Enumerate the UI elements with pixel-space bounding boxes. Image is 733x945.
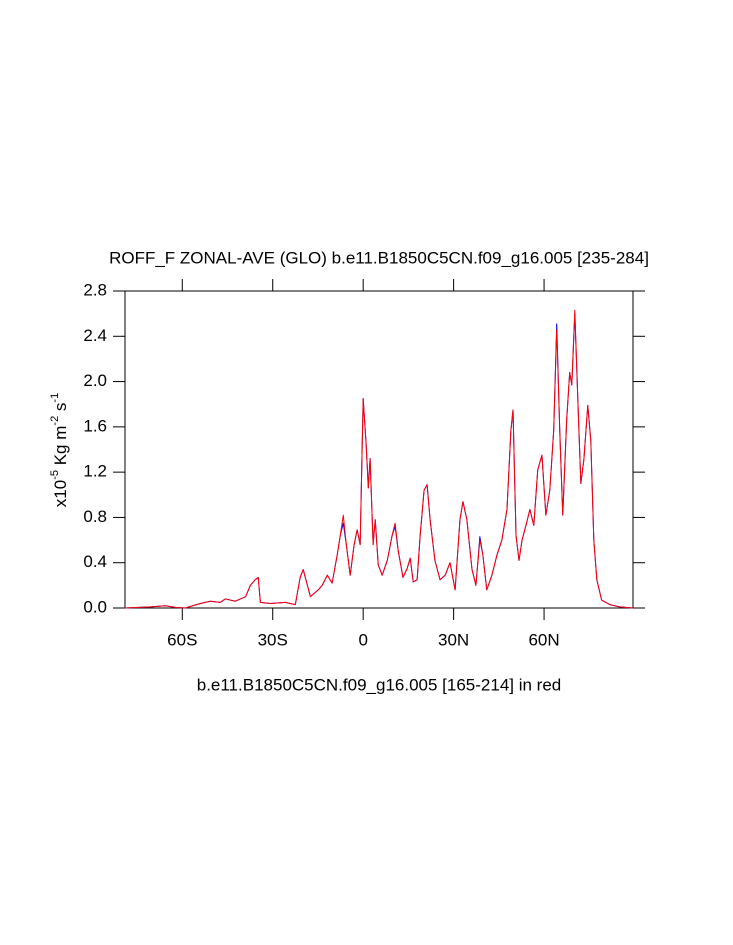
chart-note: b.e11.B1850C5CN.f09_g16.005 [165-214] in… xyxy=(197,675,562,694)
series-line xyxy=(124,309,634,609)
y-label-part: Kg m xyxy=(51,426,70,470)
series-line xyxy=(124,313,634,609)
y-tick-label: 0.4 xyxy=(83,552,107,571)
x-tick-label: 30S xyxy=(258,630,288,649)
plot-frame xyxy=(124,290,634,609)
y-label-sup: -1 xyxy=(49,393,61,403)
x-tick-label: 60N xyxy=(528,630,559,649)
y-label-part: x10 xyxy=(51,480,70,507)
x-tick-label: 0 xyxy=(358,630,367,649)
y-tick-label: 1.6 xyxy=(83,416,107,435)
y-label-sup: -2 xyxy=(49,416,61,426)
y-tick-label: 0.0 xyxy=(83,597,107,616)
x-tick-label: 60S xyxy=(167,630,197,649)
y-tick-label: 2.0 xyxy=(83,371,107,390)
y-tick-label: 2.8 xyxy=(83,280,107,299)
y-label-part: s xyxy=(51,403,70,416)
x-tick-label: 30N xyxy=(438,630,469,649)
y-tick-label: 0.8 xyxy=(83,507,107,526)
y-axis-label: x10-5 Kg m-2 s-1 xyxy=(49,393,71,507)
y-tick-label: 2.4 xyxy=(83,326,107,345)
chart-title: ROFF_F ZONAL-AVE (GLO) b.e11.B1850C5CN.f… xyxy=(109,248,649,267)
y-label-sup: -5 xyxy=(49,470,61,480)
y-tick-label: 1.2 xyxy=(83,462,107,481)
